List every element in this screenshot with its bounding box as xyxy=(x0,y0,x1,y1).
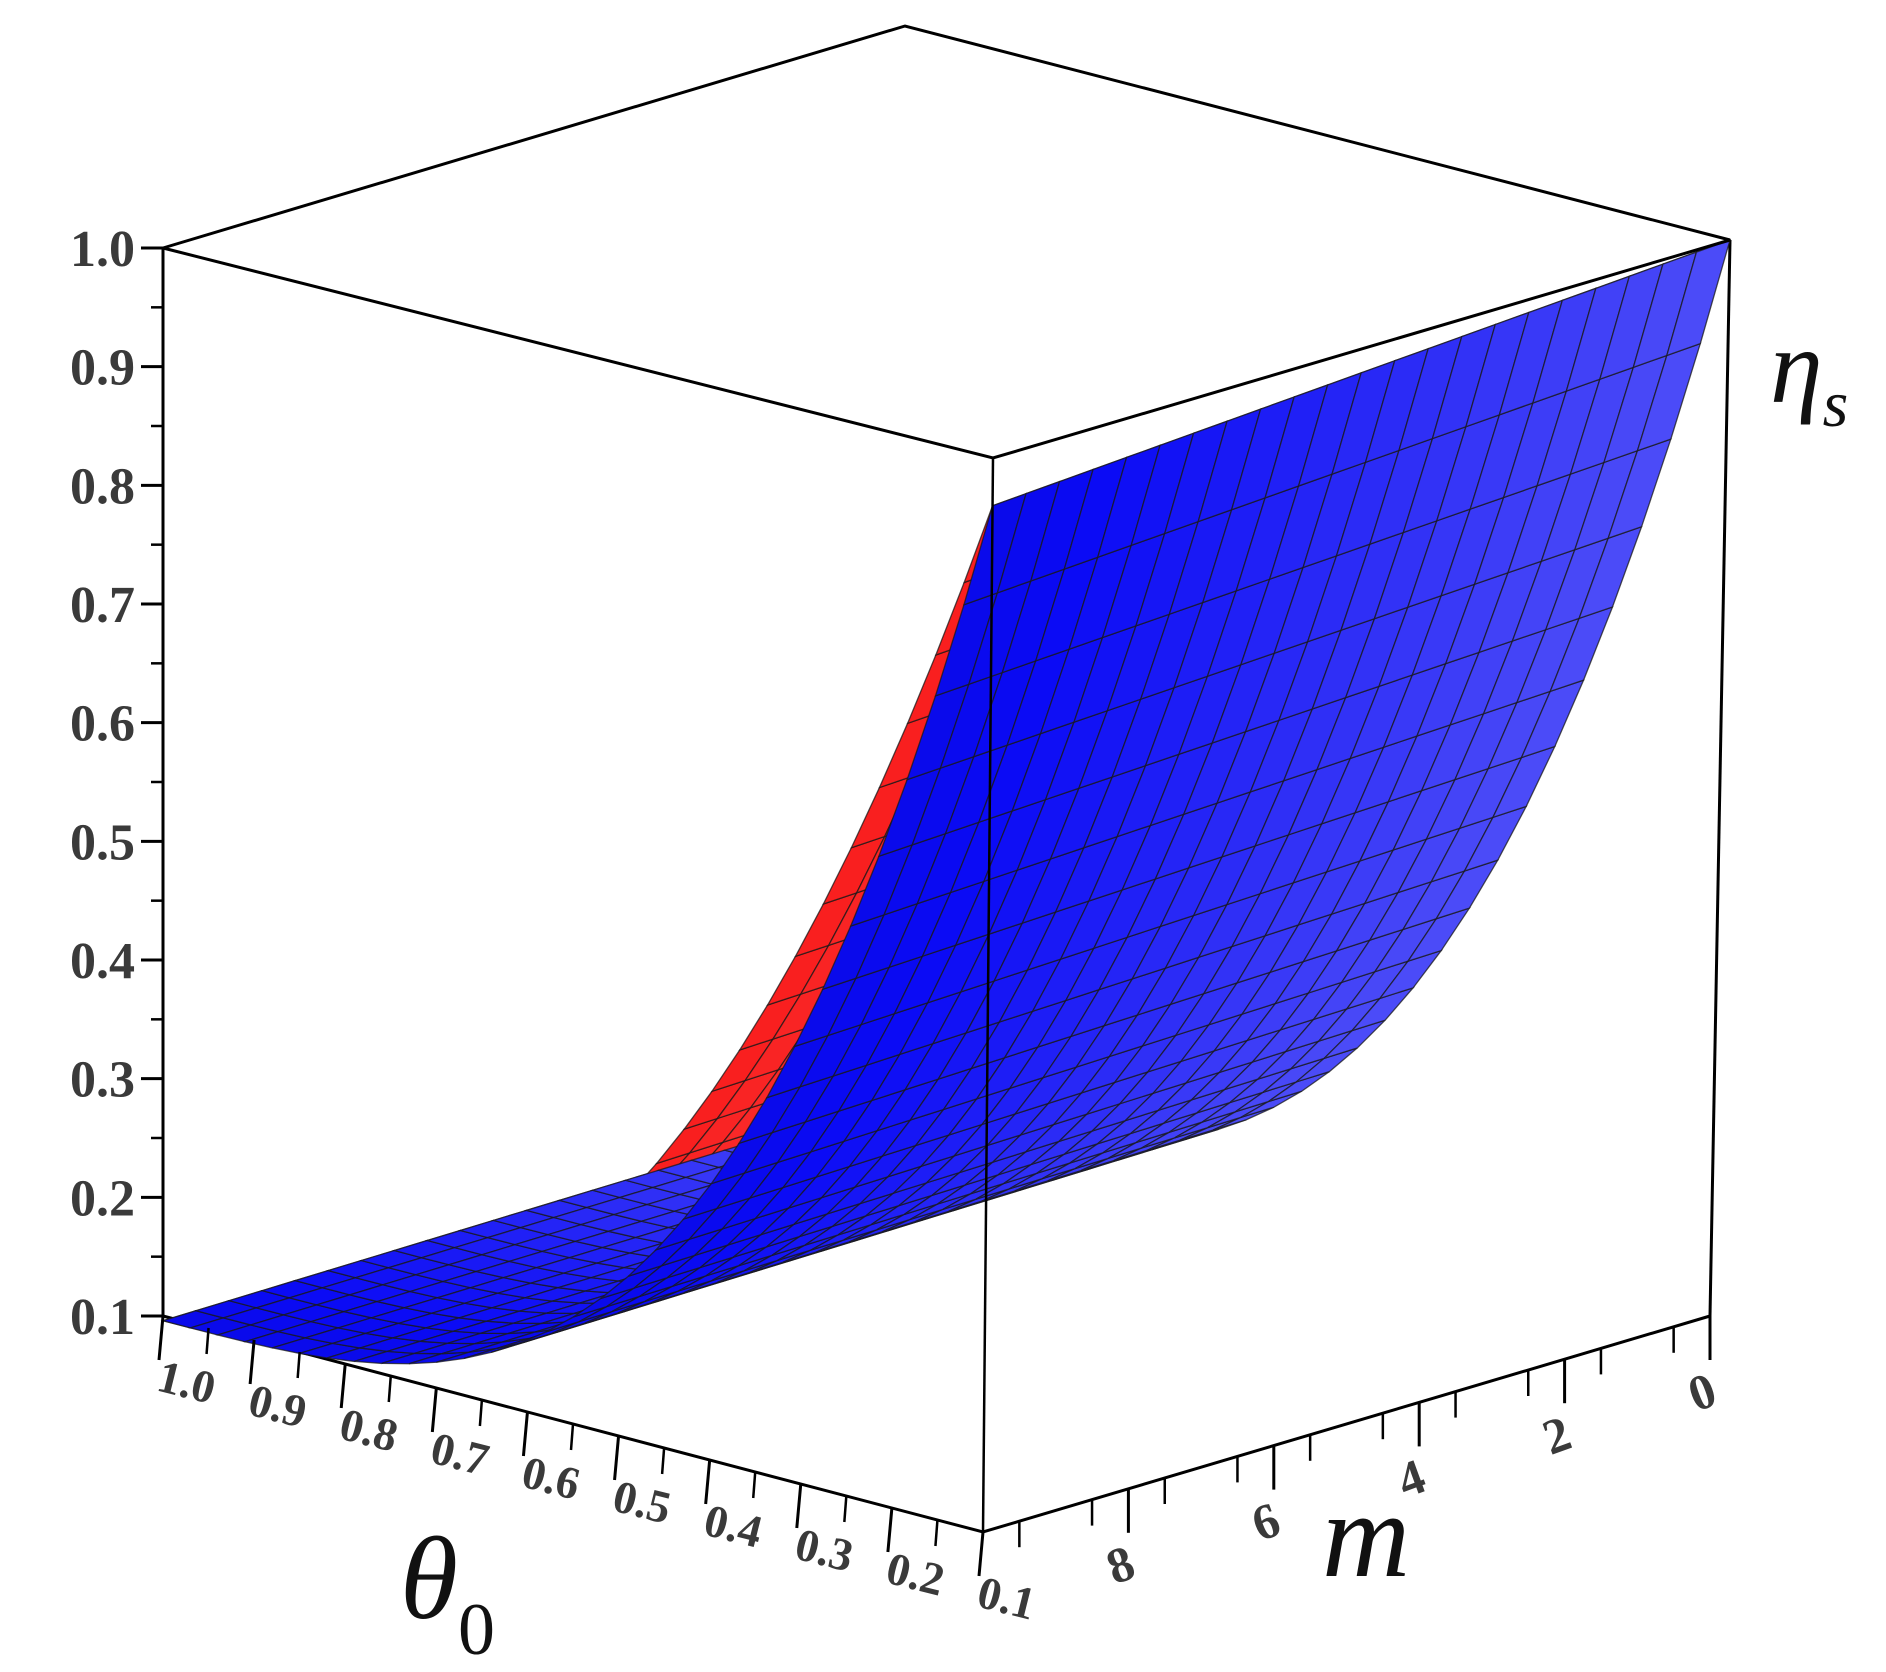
theta0-tick xyxy=(157,1315,165,1361)
eta-tick-label: 0.8 xyxy=(70,458,135,515)
eta-axis-title: ηs xyxy=(1770,308,1848,441)
theta0-tick xyxy=(613,1435,621,1481)
theta0-minor-tick xyxy=(569,1423,575,1451)
theta0-tick-label: 0.1 xyxy=(973,1566,1041,1629)
m-tick-label: 8 xyxy=(1099,1534,1142,1595)
eta-tick-label: 0.4 xyxy=(70,933,135,990)
theta0-minor-tick xyxy=(751,1471,757,1499)
theta0-tick-label: 0.7 xyxy=(426,1422,494,1485)
m-tick-label: 0 xyxy=(1681,1361,1724,1422)
theta0-minor-tick xyxy=(934,1519,939,1547)
theta0-tick xyxy=(977,1531,985,1577)
theta0-axis-subscript: 0 xyxy=(458,1589,495,1671)
box-front-vertical-edge xyxy=(981,457,995,1533)
m-tick-label: 6 xyxy=(1244,1491,1287,1552)
theta0-tick xyxy=(430,1387,438,1433)
eta-tick-label: 0.1 xyxy=(70,1289,135,1346)
eta-tick-label: 0.7 xyxy=(70,577,135,634)
m-axis-title: m xyxy=(1322,1468,1410,1603)
box-top-back-edges xyxy=(162,24,1731,250)
eta-axis-subscript: s xyxy=(1823,368,1849,441)
box-right-vertical-edge xyxy=(1708,239,1732,1317)
theta0-tick-label: 0.3 xyxy=(790,1518,858,1581)
theta0-minor-tick xyxy=(296,1351,301,1379)
eta-tick-label: 0.5 xyxy=(70,814,135,871)
eta-tick-label: 0.9 xyxy=(70,340,135,397)
m-tick-label: 2 xyxy=(1535,1404,1578,1465)
theta0-tick-label: 0.2 xyxy=(881,1542,949,1605)
theta0-tick xyxy=(248,1339,256,1385)
theta0-tick-label: 0.9 xyxy=(244,1374,312,1437)
eta-tick-label: 1.0 xyxy=(70,221,135,278)
theta0-minor-tick xyxy=(843,1495,848,1523)
theta0-axis-title: θ0 xyxy=(400,1513,495,1671)
theta0-tick-label: 0.8 xyxy=(335,1398,403,1461)
theta0-tick-label: 0.5 xyxy=(608,1470,676,1533)
theta0-tick xyxy=(795,1483,803,1529)
theta0-tick-label: 0.6 xyxy=(517,1446,585,1509)
theta0-minor-tick xyxy=(660,1447,666,1475)
theta0-tick xyxy=(521,1411,529,1457)
theta0-minor-tick xyxy=(205,1327,210,1355)
bounding-box-front xyxy=(162,238,1731,1533)
eta-tick-label: 0.2 xyxy=(70,1170,135,1227)
theta0-minor-tick xyxy=(387,1375,393,1403)
theta0-tick-label: 1.0 xyxy=(153,1350,221,1413)
theta0-tick xyxy=(339,1363,347,1409)
surface-blue xyxy=(160,238,1731,1365)
tick-marks xyxy=(141,246,1712,1577)
theta0-tick xyxy=(704,1459,712,1505)
eta-tick-label: 0.6 xyxy=(70,696,135,753)
theta0-tick xyxy=(886,1507,894,1553)
theta0-tick-label: 0.4 xyxy=(699,1494,767,1557)
theta0-minor-tick xyxy=(478,1399,484,1427)
eta-tick-label: 0.3 xyxy=(70,1052,135,1109)
